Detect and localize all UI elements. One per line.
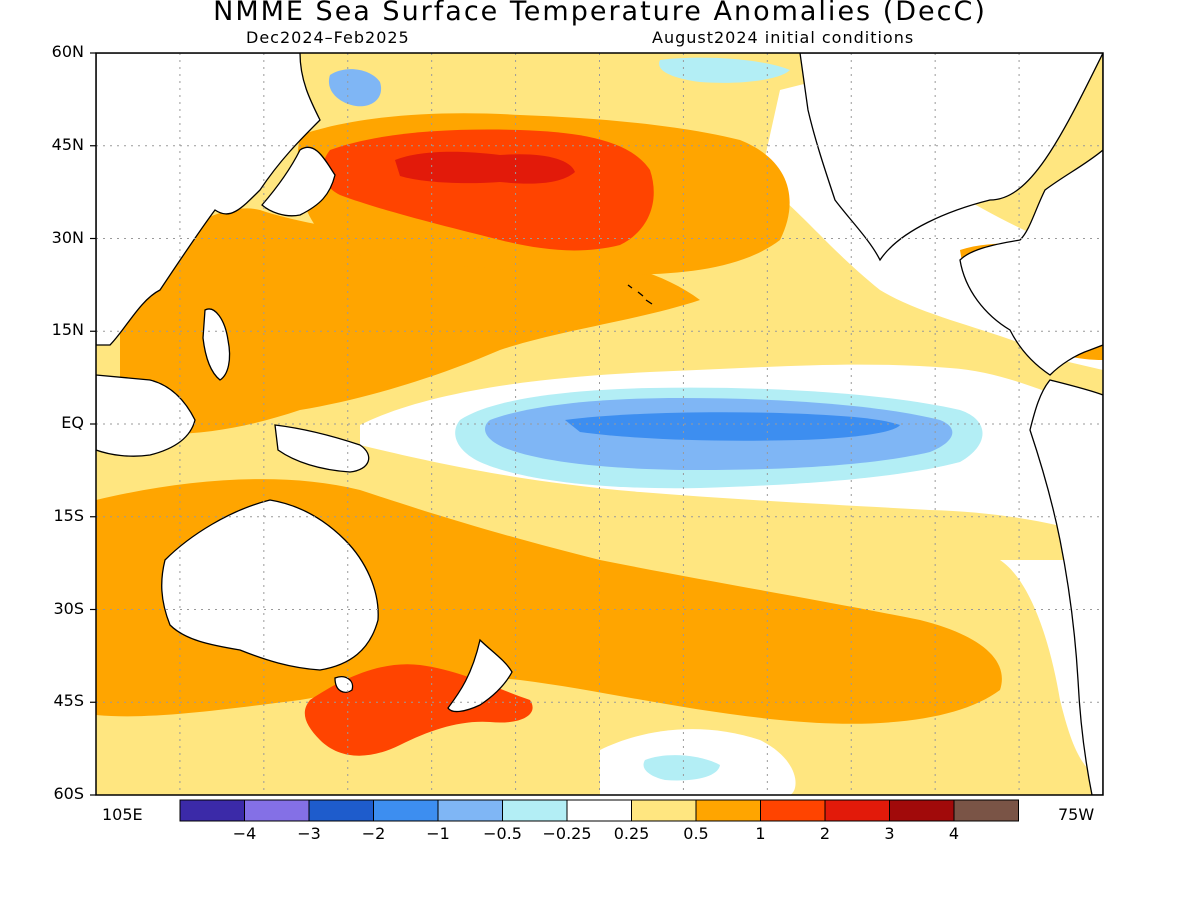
lat-label: 45N (51, 134, 84, 154)
graticule (96, 53, 1103, 795)
australia-land (161, 499, 379, 671)
japan-land (261, 146, 336, 217)
south-america-land (1029, 379, 1103, 795)
colorbar-tick-label: 0.5 (683, 824, 709, 843)
colorbar-tick-label: 0.25 (613, 824, 650, 843)
colorbar-tick-label: −0.5 (483, 824, 522, 843)
colorbar-tick-label: −3 (297, 824, 321, 843)
initial-conditions-subtitle: August2024 initial conditions (652, 28, 915, 47)
cold-tongue-core (565, 412, 900, 441)
colorbar-swatch (308, 799, 374, 822)
colorbar-swatch (760, 799, 826, 822)
lat-label: 15S (53, 505, 84, 525)
philippines-land (202, 308, 231, 381)
colorbar-swatch (373, 799, 439, 822)
lat-label: 60S (53, 784, 84, 803)
southern-ocean-cool-patch (643, 755, 720, 781)
season-subtitle: Dec2024–Feb2025 (246, 28, 410, 47)
colorbar-swatch (502, 799, 568, 822)
colorbar-tick-label: −2 (361, 824, 386, 843)
colorbar-legend (179, 799, 1019, 822)
colorbar-swatch (953, 799, 1019, 822)
colorbar-swatch (889, 799, 955, 822)
tasmania-land (334, 676, 354, 693)
colorbar-swatch (179, 799, 245, 822)
north-pacific-strongest-core (395, 151, 575, 184)
hawaii-islands (627, 284, 653, 305)
west-longitude-label: 105E (102, 805, 143, 824)
lat-label: 30S (53, 598, 84, 618)
lat-label: 30N (51, 227, 84, 247)
colorbar-swatch (566, 799, 632, 822)
colorbar-tick-label: −4 (232, 824, 257, 843)
new-guinea-land (274, 424, 370, 473)
colorbar-swatch (244, 799, 310, 822)
lat-label: 45S (53, 691, 84, 711)
colorbar-tick-label: 1 (755, 824, 766, 843)
colorbar-tick-label: −0.25 (542, 824, 592, 843)
colorbar-tick-label: 3 (884, 824, 895, 843)
lat-label: EQ (61, 413, 84, 432)
map-title: NMME Sea Surface Temperature Anomalies (… (213, 0, 987, 27)
colorbar-tick-label: 4 (948, 824, 960, 843)
maritime-continent-land (96, 374, 196, 457)
alaska-cool-patch (659, 57, 790, 83)
colorbar-tick-label: 2 (819, 824, 831, 843)
colorbar-swatch (631, 799, 697, 822)
colorbar-swatch (437, 799, 503, 822)
asia-land (96, 53, 321, 346)
colorbar-swatch (695, 799, 761, 822)
map-ticks (90, 52, 96, 796)
colorbar-swatch (824, 799, 890, 822)
map-plot-area (96, 53, 1103, 795)
new-zealand-land (447, 638, 513, 713)
lat-label: 60N (51, 42, 84, 61)
colorbar-tick-label: −1 (426, 824, 450, 843)
lat-label: 15N (51, 320, 84, 340)
north-america-land (799, 53, 1103, 376)
land-masses (96, 53, 1103, 795)
east-longitude-label: 75W (1058, 805, 1095, 824)
bering-cold-patch (328, 69, 382, 107)
